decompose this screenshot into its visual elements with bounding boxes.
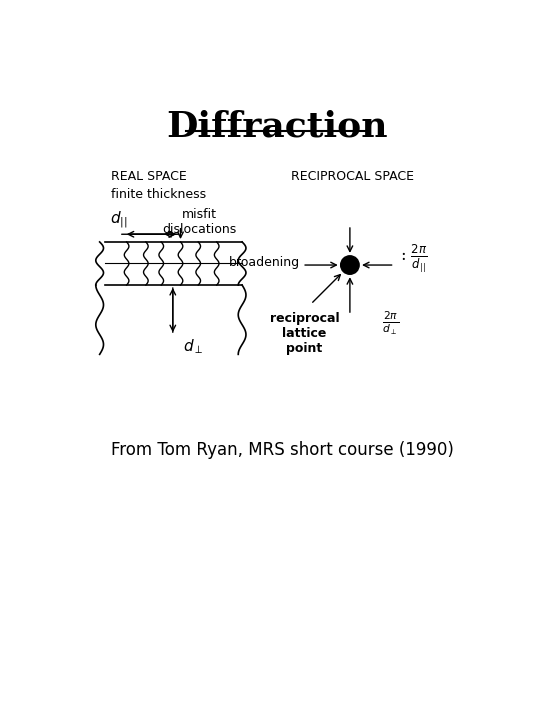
Text: misfit
dislocations: misfit dislocations (163, 208, 237, 236)
Text: : $\frac{2\pi}{d_{||}}$: : $\frac{2\pi}{d_{||}}$ (400, 243, 427, 275)
Text: $d_{||}$: $d_{||}$ (110, 209, 127, 230)
Text: reciprocal
lattice
point: reciprocal lattice point (269, 312, 339, 355)
Text: REAL SPACE: REAL SPACE (111, 169, 187, 183)
Text: $d_{\perp}$: $d_{\perp}$ (183, 338, 204, 356)
Text: From Tom Ryan, MRS short course (1990): From Tom Ryan, MRS short course (1990) (111, 441, 454, 459)
Circle shape (341, 256, 359, 274)
Text: broadening: broadening (229, 256, 300, 269)
Text: finite thickness: finite thickness (111, 188, 206, 201)
Text: RECIPROCAL SPACE: RECIPROCAL SPACE (291, 169, 414, 183)
Text: Diffraction: Diffraction (166, 109, 388, 143)
Text: $\frac{2\pi}{d_{\perp}}$: $\frac{2\pi}{d_{\perp}}$ (382, 310, 400, 337)
